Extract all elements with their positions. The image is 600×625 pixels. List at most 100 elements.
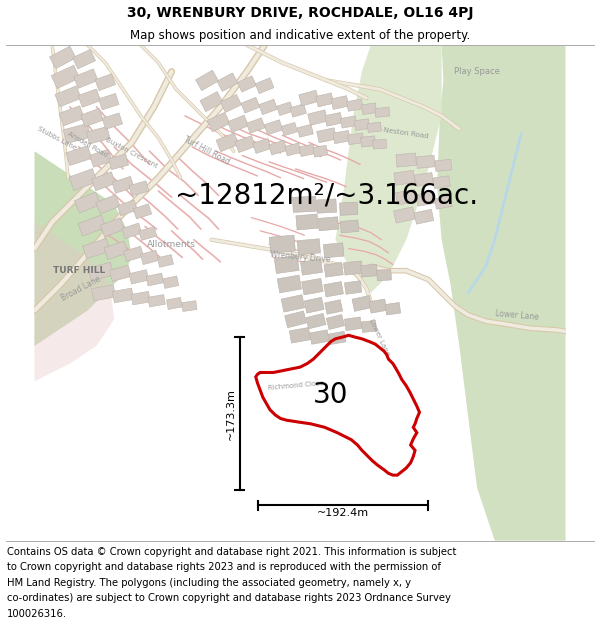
Bar bbox=[238, 76, 256, 92]
Bar bbox=[375, 107, 390, 118]
Bar bbox=[299, 144, 315, 156]
Bar bbox=[325, 300, 343, 314]
Bar bbox=[50, 46, 76, 69]
Bar bbox=[340, 202, 358, 216]
Bar bbox=[394, 207, 415, 223]
Bar bbox=[129, 181, 149, 196]
Bar bbox=[340, 220, 359, 233]
Bar bbox=[122, 223, 142, 239]
Bar bbox=[416, 192, 436, 206]
Bar bbox=[139, 227, 157, 241]
Text: HM Land Registry. The polygons (including the associated geometry, namely x, y: HM Land Registry. The polygons (includin… bbox=[7, 578, 411, 587]
Bar bbox=[78, 215, 106, 236]
Bar bbox=[347, 133, 364, 144]
Bar bbox=[299, 90, 319, 106]
Polygon shape bbox=[34, 151, 132, 541]
Bar bbox=[98, 93, 119, 110]
Bar bbox=[81, 108, 103, 127]
Text: ~192.4m: ~192.4m bbox=[317, 508, 369, 518]
Bar bbox=[433, 176, 450, 189]
Bar bbox=[367, 122, 382, 132]
Bar bbox=[297, 124, 313, 138]
Bar bbox=[306, 313, 326, 329]
Bar bbox=[361, 264, 377, 277]
Bar bbox=[385, 302, 401, 315]
Bar bbox=[396, 153, 416, 167]
Bar bbox=[344, 261, 362, 275]
Bar bbox=[100, 218, 124, 237]
Bar bbox=[435, 159, 452, 171]
Text: Wrenbury Drive: Wrenbury Drive bbox=[269, 250, 331, 264]
Bar bbox=[281, 295, 305, 312]
Bar bbox=[91, 172, 116, 191]
Bar bbox=[281, 122, 298, 136]
Bar bbox=[297, 239, 320, 255]
Bar bbox=[340, 116, 357, 128]
Bar bbox=[395, 189, 417, 205]
Bar bbox=[316, 93, 334, 107]
Text: ~12812m²/~3.166ac.: ~12812m²/~3.166ac. bbox=[175, 181, 478, 209]
Bar bbox=[235, 136, 256, 152]
Bar bbox=[241, 98, 260, 113]
Bar bbox=[124, 246, 143, 261]
Text: Richmond Close: Richmond Close bbox=[268, 380, 324, 391]
Bar bbox=[373, 139, 386, 149]
Bar bbox=[112, 176, 134, 193]
Polygon shape bbox=[437, 45, 566, 541]
Bar bbox=[216, 133, 239, 152]
Bar bbox=[331, 96, 349, 109]
Bar bbox=[352, 296, 372, 311]
Bar bbox=[361, 321, 377, 332]
Bar bbox=[55, 86, 81, 107]
Bar bbox=[416, 156, 435, 168]
Bar bbox=[200, 92, 223, 112]
Bar bbox=[247, 118, 265, 133]
Bar bbox=[196, 70, 218, 91]
Bar bbox=[146, 273, 164, 286]
Bar bbox=[207, 112, 230, 132]
Bar bbox=[302, 278, 323, 295]
Bar bbox=[285, 143, 301, 156]
Bar bbox=[66, 146, 92, 166]
Text: to Crown copyright and database rights 2023 and is reproduced with the permissio: to Crown copyright and database rights 2… bbox=[7, 562, 441, 572]
Bar bbox=[86, 126, 110, 144]
Bar bbox=[277, 275, 302, 293]
Bar bbox=[157, 254, 173, 268]
Bar bbox=[133, 204, 152, 219]
Bar bbox=[377, 269, 392, 281]
Bar bbox=[269, 235, 295, 253]
Bar bbox=[318, 217, 338, 231]
Bar bbox=[74, 192, 101, 213]
Bar bbox=[361, 103, 377, 114]
Bar bbox=[326, 314, 344, 329]
Bar bbox=[293, 196, 316, 212]
Bar bbox=[317, 127, 337, 142]
Bar bbox=[102, 113, 122, 129]
Bar bbox=[414, 209, 434, 224]
Bar bbox=[112, 288, 134, 303]
Text: Allotments: Allotments bbox=[147, 239, 196, 249]
Bar bbox=[131, 291, 151, 305]
Bar bbox=[74, 69, 98, 88]
Bar bbox=[434, 196, 452, 209]
Bar bbox=[51, 65, 80, 89]
Bar bbox=[284, 311, 307, 328]
Text: Lower Lane: Lower Lane bbox=[368, 318, 391, 356]
Bar bbox=[310, 330, 329, 344]
Bar bbox=[59, 106, 85, 126]
Bar bbox=[328, 331, 346, 344]
Bar bbox=[63, 124, 91, 144]
Text: Lower Lane: Lower Lane bbox=[494, 309, 539, 321]
Text: TURF HILL: TURF HILL bbox=[53, 266, 105, 275]
Text: Turf Hill Road: Turf Hill Road bbox=[182, 135, 232, 167]
Text: ~173.3m: ~173.3m bbox=[226, 388, 236, 439]
Bar bbox=[104, 241, 128, 259]
Bar bbox=[333, 131, 350, 144]
Bar bbox=[316, 199, 337, 213]
Bar bbox=[324, 282, 343, 297]
Bar bbox=[96, 194, 120, 214]
Bar bbox=[148, 294, 166, 307]
Bar bbox=[369, 299, 387, 313]
Bar bbox=[274, 256, 299, 274]
Bar bbox=[89, 149, 112, 167]
